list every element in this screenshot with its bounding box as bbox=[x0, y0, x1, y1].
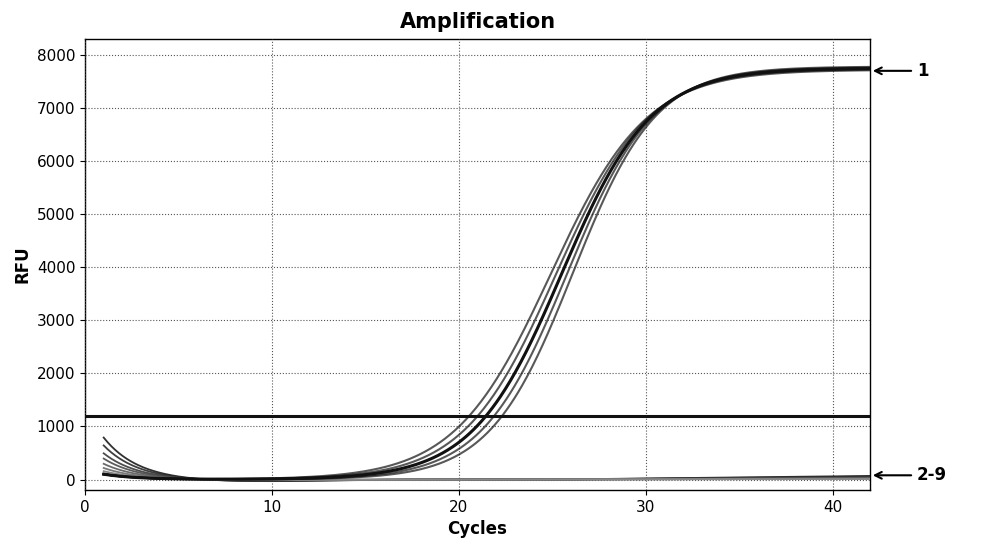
Text: 2-9: 2-9 bbox=[875, 466, 947, 484]
Title: Amplification: Amplification bbox=[399, 12, 556, 32]
Y-axis label: RFU: RFU bbox=[13, 246, 31, 284]
X-axis label: Cycles: Cycles bbox=[448, 520, 507, 539]
Text: 1: 1 bbox=[875, 62, 928, 80]
